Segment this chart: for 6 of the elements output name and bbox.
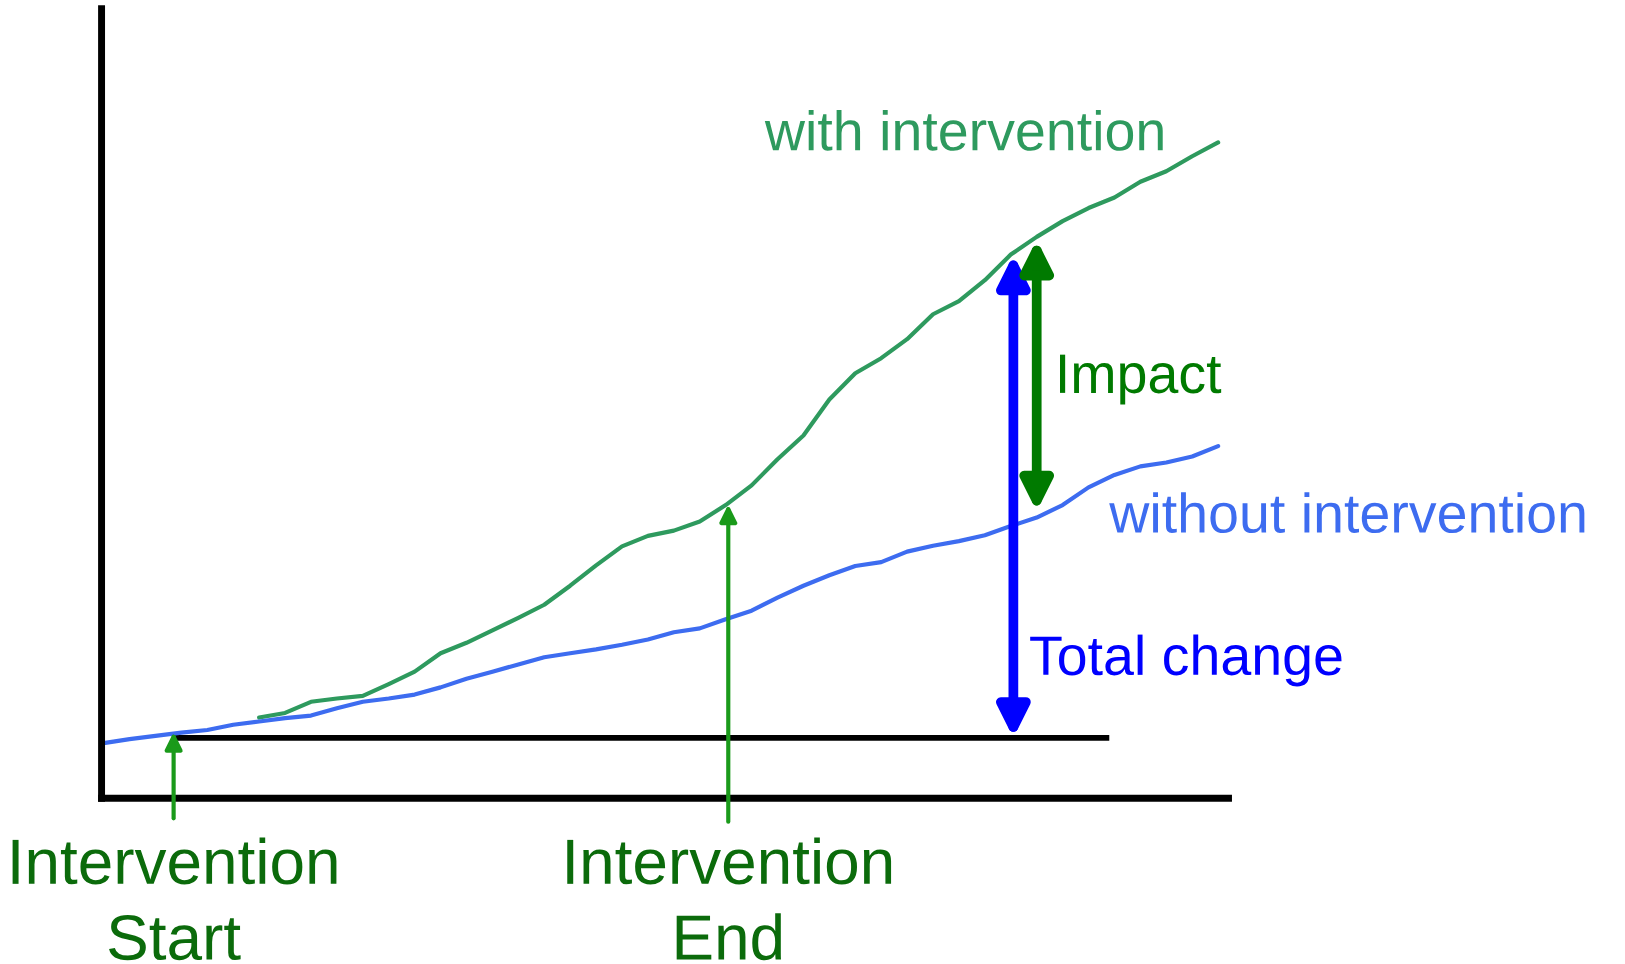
annotation: Impact — [1059, 354, 1222, 405]
text: Intervention End — [567, 837, 892, 961]
annotation: Total change — [1030, 634, 1342, 687]
series-label: without intervention — [1109, 492, 1585, 534]
series-label: with intervention — [764, 110, 1163, 151]
text: Intervention Start — [12, 837, 337, 961]
